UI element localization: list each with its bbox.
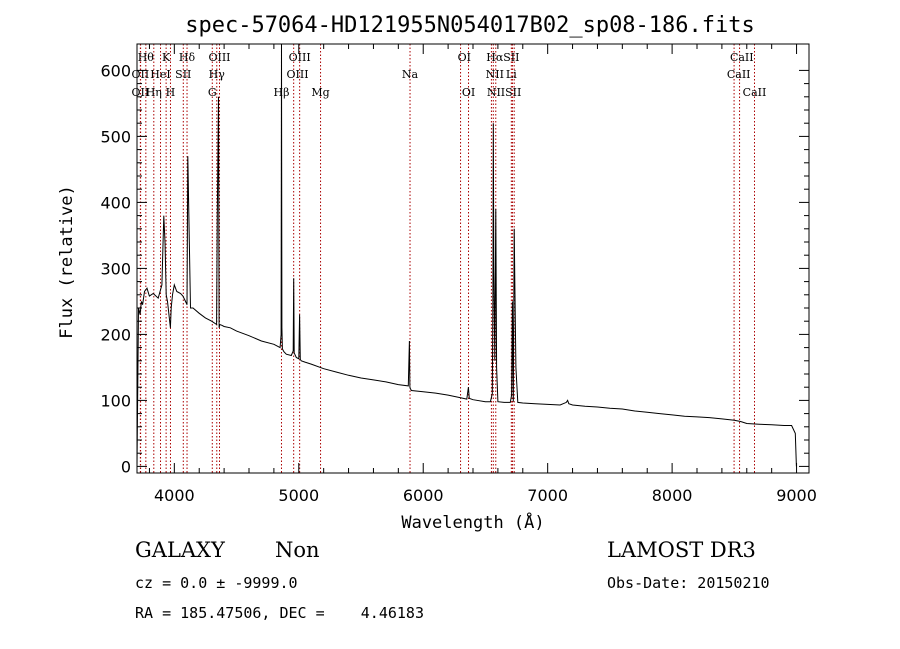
spectrum-line: [136, 43, 797, 467]
line-label-r1-0: OII: [132, 68, 150, 81]
line-label-r2-6: OI: [462, 86, 475, 99]
spectral-line-markers: [139, 44, 755, 473]
obs-date-line: Obs-Date: 20150210: [607, 574, 770, 592]
line-label-r1-6: NII: [486, 68, 504, 81]
line-label-r0-4: OIII: [289, 51, 311, 64]
y-tick-label: 400: [100, 193, 131, 212]
line-label-r0-6: HαSII: [486, 51, 519, 64]
line-label-r2-7: NIISII: [487, 86, 522, 99]
line-label-r0-7: CaII: [730, 51, 754, 64]
y-tick-label: 600: [100, 61, 131, 80]
y-tick-label: 200: [100, 325, 131, 344]
line-label-r1-4: OIII: [287, 68, 309, 81]
chart-title: spec-57064-HD121955N054017B02_sp08-186.f…: [185, 13, 755, 38]
line-label-r1-8: CaII: [727, 68, 751, 81]
y-axis-ticks: 0 100 200 300 400 500 600: [100, 61, 809, 476]
x-axis-ticks: 4000 5000 6000 7000 8000 9000: [148, 44, 817, 505]
x-axis-label: Wavelength (Å): [401, 511, 544, 533]
x-tick-label: 4000: [154, 486, 195, 505]
line-label-r1-3: Hγ: [209, 68, 226, 81]
spectral-line-labels: Hθ K Hδ OIII OIII OI HαSII CaII OII HeI SII Hγ OIII N…: [132, 51, 767, 99]
y-tick-label: 500: [100, 127, 131, 146]
redshift-line: cz = 0.0 ± -9999.0: [135, 574, 298, 592]
x-tick-label: 5000: [278, 486, 319, 505]
x-tick-label: 8000: [652, 486, 693, 505]
line-label-r0-1: K: [162, 51, 171, 64]
line-label-r1-1: HeI: [150, 68, 170, 81]
line-label-r1-2: SII: [175, 68, 191, 81]
spectrum-chart: spec-57064-HD121955N054017B02_sp08-186.f…: [57, 13, 817, 533]
y-tick-label: 300: [100, 259, 131, 278]
line-label-r2-2: H: [166, 86, 176, 99]
y-axis-label: Flux (relative): [57, 185, 77, 339]
line-label-r2-3: G: [208, 86, 217, 99]
line-label-r0-5: OI: [458, 51, 471, 64]
line-label-r2-1: Hη: [146, 86, 162, 99]
y-tick-label: 100: [100, 391, 131, 410]
x-tick-label: 6000: [403, 486, 444, 505]
line-label-r0-0: Hθ: [138, 51, 155, 64]
x-tick-label: 7000: [527, 486, 568, 505]
line-label-r2-5: Mg: [311, 86, 329, 99]
line-label-r2-0: OII: [132, 86, 150, 99]
y-tick-label: 0: [121, 457, 131, 476]
line-label-r1-7: Li: [506, 68, 517, 81]
line-label-r0-2: Hδ: [179, 51, 196, 64]
radec-line: RA = 185.47506, DEC = 4.46183: [135, 604, 424, 622]
plot-frame: [136, 43, 810, 474]
class-label: GALAXY: [135, 538, 225, 562]
survey-label: LAMOST DR3: [607, 538, 756, 562]
line-label-r1-5: Na: [402, 68, 419, 81]
line-label-r2-8: CaII: [743, 86, 767, 99]
subclass-label: Non: [275, 538, 320, 562]
line-label-r0-3: OIII: [208, 51, 230, 64]
x-tick-label: 9000: [776, 486, 817, 505]
